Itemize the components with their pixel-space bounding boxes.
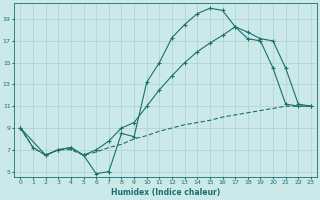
- X-axis label: Humidex (Indice chaleur): Humidex (Indice chaleur): [111, 188, 220, 197]
